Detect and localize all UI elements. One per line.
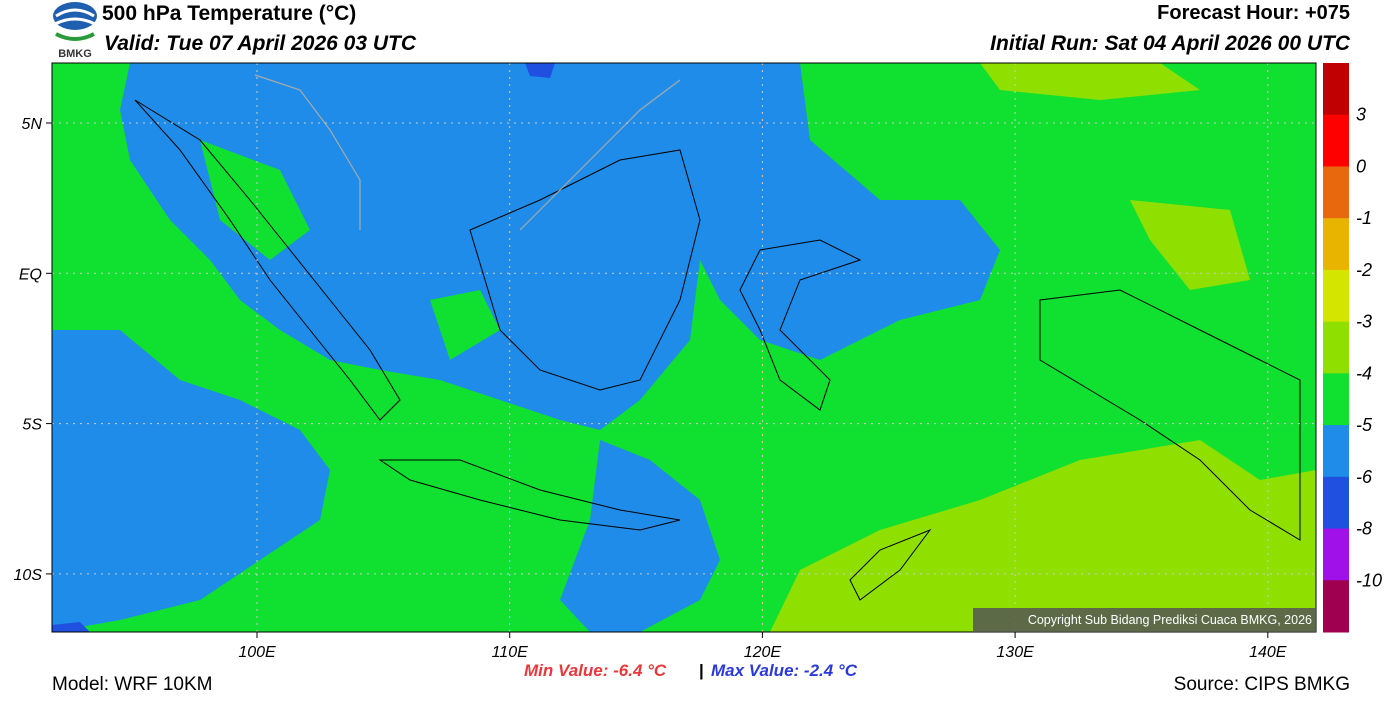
lat-label: 5N bbox=[22, 116, 43, 133]
colorbar-label: -5 bbox=[1356, 415, 1373, 435]
colorbar-label: -8 bbox=[1356, 519, 1372, 539]
forecast-hour: Forecast Hour: +075 bbox=[1157, 2, 1350, 24]
colorbar-segment bbox=[1323, 218, 1349, 271]
max-value: Max Value: -2.4 °C bbox=[711, 661, 857, 680]
lon-label: 120E bbox=[744, 644, 782, 661]
model: Model: WRF 10KM bbox=[52, 674, 213, 695]
min-value: Min Value: -6.4 °C bbox=[524, 661, 667, 680]
colorbar-label: -1 bbox=[1356, 208, 1372, 228]
lat-label: 10S bbox=[14, 567, 43, 584]
colorbar-label: 3 bbox=[1356, 105, 1366, 125]
lat-label: 5S bbox=[22, 417, 42, 434]
colorbar-segment bbox=[1323, 321, 1349, 374]
valid-time: Valid: Tue 07 April 2026 03 UTC bbox=[104, 32, 417, 55]
map-frame bbox=[51, 62, 1317, 633]
colorbar-label: -3 bbox=[1356, 312, 1372, 332]
coastlines bbox=[134, 99, 1301, 601]
colorbar-segment bbox=[1323, 528, 1349, 581]
colorbar-segment bbox=[1323, 476, 1349, 530]
initial-run: Initial Run: Sat 04 April 2026 00 UTC bbox=[990, 32, 1350, 55]
colorbar-segment bbox=[1323, 166, 1349, 219]
lat-label: EQ bbox=[19, 266, 42, 283]
colorbar-label: -2 bbox=[1356, 260, 1372, 280]
colorbar-segment bbox=[1323, 373, 1349, 426]
colorbar-label: -6 bbox=[1356, 467, 1373, 487]
lon-label: 130E bbox=[996, 644, 1034, 661]
copyright-box bbox=[973, 608, 1316, 632]
title: 500 hPa Temperature (°C) bbox=[102, 2, 357, 25]
copyright: Copyright Sub Bidang Prediksi Cuaca BMKG… bbox=[1028, 613, 1312, 627]
temperature-field bbox=[52, 63, 1316, 632]
colorbar-segment bbox=[1323, 269, 1349, 323]
lon-label: 110E bbox=[492, 644, 529, 661]
colorbar-label: 0 bbox=[1356, 156, 1366, 176]
colorbar-label: -4 bbox=[1356, 363, 1372, 383]
colorbar-segment bbox=[1323, 114, 1349, 167]
logo-text: BMKG bbox=[58, 48, 92, 60]
separator: | bbox=[699, 661, 704, 680]
colorbar-segment bbox=[1323, 425, 1349, 478]
lon-label: 100E bbox=[238, 644, 276, 661]
colorbar-segment bbox=[1323, 580, 1349, 633]
graticule: 5N EQ 5S 10S 100E 110E 120E 130E 140E bbox=[14, 63, 1316, 661]
colorbar-label: -10 bbox=[1356, 570, 1382, 590]
borders bbox=[254, 74, 681, 231]
source: Source: CIPS BMKG bbox=[1173, 674, 1350, 695]
logo: BMKG bbox=[53, 2, 97, 60]
colorbar-segment bbox=[1323, 63, 1349, 116]
lon-label: 140E bbox=[1249, 644, 1287, 661]
colorbar: 3 0 -1 -2 -3 -4 -5 -6 -8 -10 bbox=[1323, 63, 1382, 633]
